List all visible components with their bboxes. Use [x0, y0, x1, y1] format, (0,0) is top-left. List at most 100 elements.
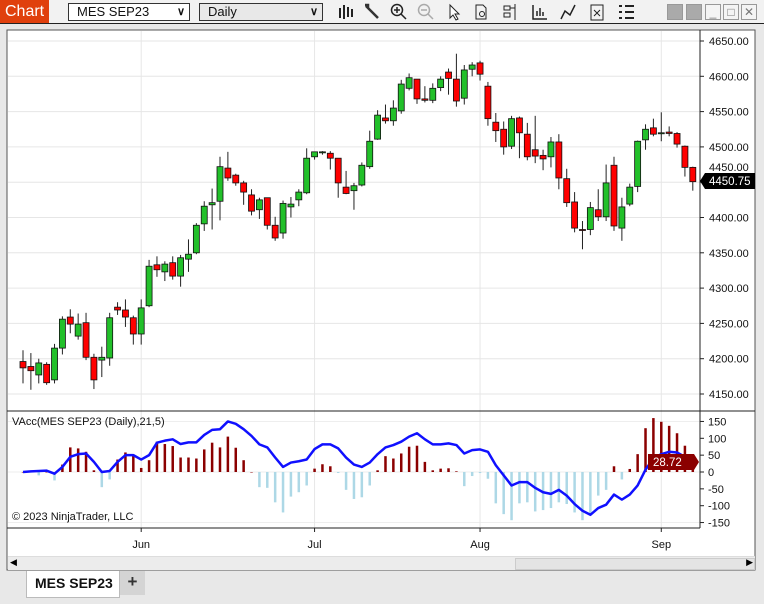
- list-icon[interactable]: [616, 2, 636, 22]
- close-button[interactable]: ✕: [741, 4, 757, 20]
- candle-body: [563, 178, 571, 204]
- candle-body: [66, 316, 74, 325]
- histogram-bar: [179, 457, 182, 472]
- price-axis[interactable]: 4150.00 4200.00 4250.00 4300.00 4350.00 4400.…: [700, 36, 749, 401]
- candle: [413, 78, 421, 104]
- candle: [311, 151, 318, 160]
- histogram-bar: [612, 466, 616, 472]
- candle: [452, 53, 460, 107]
- candle: [27, 353, 35, 390]
- candle-body: [271, 224, 279, 239]
- add-tab-button[interactable]: +: [120, 571, 145, 595]
- histogram-bar: [368, 472, 371, 486]
- candle-body: [208, 202, 216, 206]
- candle-body: [185, 253, 192, 260]
- tile-button[interactable]: [667, 4, 683, 20]
- candle: [106, 312, 114, 366]
- scroll-left-icon[interactable]: ◀: [10, 557, 17, 567]
- indicator-tick-label: -50: [708, 484, 724, 496]
- candle-body: [153, 264, 161, 271]
- histogram-bar: [329, 466, 332, 472]
- candle-body: [114, 306, 121, 311]
- zoom-in-icon[interactable]: [389, 2, 409, 22]
- histogram-bar: [218, 447, 222, 472]
- candle: [177, 254, 185, 287]
- chart-panel[interactable]: 4150.00 4200.00 4250.00 4300.00 4350.00 4400.…: [0, 0, 764, 571]
- candle-body: [43, 363, 51, 384]
- indicator-axis[interactable]: 150 100 50 0 -50 -100 -150: [700, 416, 730, 530]
- candle-body: [334, 157, 342, 184]
- histogram-bar: [344, 472, 348, 490]
- candle: [657, 112, 665, 142]
- chart-trader-icon[interactable]: [587, 2, 607, 22]
- bar-type-icon[interactable]: [336, 2, 356, 22]
- histogram-bar: [581, 472, 584, 521]
- histogram-bar: [139, 467, 143, 472]
- copyright-text: © 2023 NinjaTrader, LLC: [12, 511, 133, 523]
- price-tick-label: 4250.00: [709, 318, 749, 330]
- candle-body: [169, 262, 177, 277]
- candle: [602, 164, 610, 222]
- indicators-icon[interactable]: [530, 2, 550, 22]
- histogram-bar: [533, 472, 537, 512]
- candle-body: [429, 87, 437, 101]
- pointer-icon[interactable]: [444, 2, 464, 22]
- candle-body: [287, 203, 295, 208]
- horizontal-scrollbar[interactable]: ◀ ▶: [8, 556, 755, 570]
- pencil-drawing-icon[interactable]: [362, 2, 382, 22]
- tab-mes-sep23[interactable]: MES SEP23: [26, 571, 120, 598]
- candle: [382, 104, 389, 124]
- scroll-right-icon[interactable]: ▶: [746, 557, 753, 567]
- candle: [192, 223, 200, 255]
- candle-body: [665, 131, 673, 134]
- candle: [610, 156, 618, 231]
- candle: [555, 134, 563, 190]
- maximize-button[interactable]: □: [723, 4, 739, 20]
- instrument-value: MES SEP23: [77, 4, 150, 19]
- candle: [586, 201, 594, 236]
- minimize-button[interactable]: _: [705, 4, 721, 20]
- histogram-bar: [281, 472, 285, 513]
- candle: [161, 261, 169, 282]
- candle: [90, 353, 98, 390]
- candle-body: [642, 128, 649, 141]
- histogram-bar: [478, 472, 482, 474]
- candle: [547, 137, 555, 168]
- candle: [626, 183, 634, 207]
- zoom-out-icon[interactable]: [416, 2, 436, 22]
- candle: [145, 259, 153, 308]
- candle-body: [610, 164, 618, 227]
- properties-icon[interactable]: [500, 2, 520, 22]
- candle: [476, 60, 484, 81]
- strategies-icon[interactable]: [558, 2, 578, 22]
- histogram-bar: [100, 472, 104, 488]
- candle: [74, 313, 82, 340]
- scrollbar-thumb[interactable]: [515, 558, 755, 570]
- candle: [43, 362, 51, 385]
- candle: [397, 79, 405, 114]
- candle-body: [145, 265, 153, 307]
- histogram-bar: [596, 472, 600, 496]
- indicator-tick-label: 50: [708, 450, 720, 462]
- candle-body: [106, 317, 114, 359]
- candle: [59, 316, 66, 355]
- candle: [208, 188, 216, 230]
- candle: [98, 346, 106, 378]
- link-button[interactable]: [686, 4, 702, 20]
- histogram-bar: [447, 468, 450, 472]
- instrument-selector[interactable]: MES SEP23 ∨: [68, 3, 190, 21]
- price-tick-label: 4300.00: [709, 283, 749, 295]
- histogram-bar: [108, 472, 111, 480]
- candle-body: [19, 361, 27, 369]
- histogram-bar: [486, 472, 490, 479]
- window-title: Chart: [0, 0, 49, 23]
- time-axis[interactable]: Jun Jul Aug Sep: [132, 528, 671, 551]
- histogram-bar: [667, 425, 671, 472]
- candle: [319, 151, 326, 155]
- candle-body: [192, 224, 200, 254]
- candle-body: [681, 145, 689, 168]
- histogram-bar: [195, 458, 198, 472]
- candle-body: [492, 121, 500, 132]
- data-box-icon[interactable]: [471, 2, 491, 22]
- interval-selector[interactable]: Daily ∨: [199, 3, 323, 21]
